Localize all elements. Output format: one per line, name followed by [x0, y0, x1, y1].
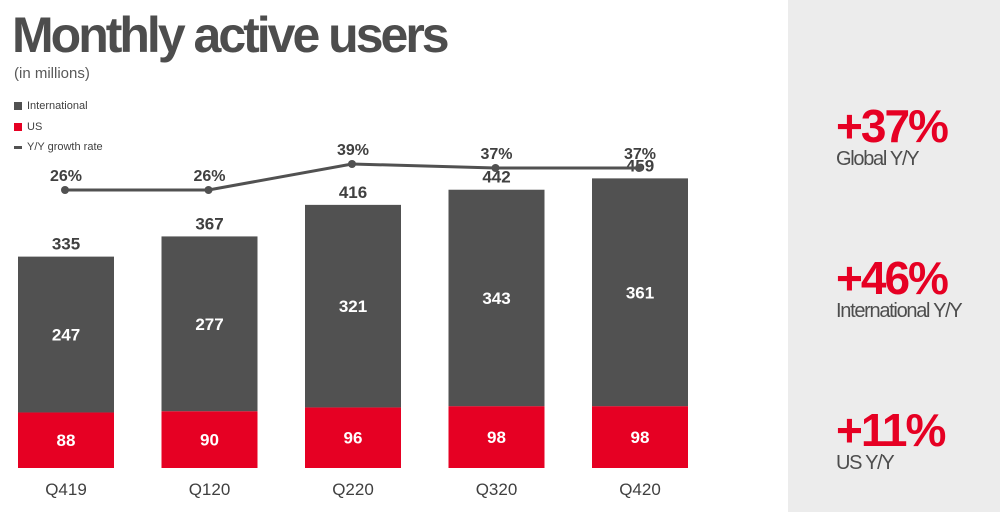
bar-us-Q419	[18, 412, 114, 468]
growth-label-Q420: 37%	[624, 146, 656, 163]
growth-label-Q419: 26%	[50, 168, 82, 185]
kpi-us-value: +11%	[836, 404, 946, 456]
chart-legend: International US Y/Y growth rate	[14, 96, 103, 158]
kpi-global-label: Global Y/Y	[836, 148, 920, 170]
label-international-Q120: 277	[195, 315, 223, 334]
growth-label-Q120: 26%	[193, 168, 225, 185]
kpi-us: +11% US Y/Y	[836, 404, 946, 474]
kpi-global: +37% Global Y/Y	[836, 100, 949, 170]
bar-international-Q420	[592, 178, 688, 407]
label-us-Q320: 98	[487, 428, 506, 447]
chart-subtitle: (in millions)	[14, 65, 90, 82]
growth-point-Q220	[348, 160, 356, 168]
legend-label-growth: Y/Y growth rate	[27, 141, 103, 154]
bar-international-Q120	[161, 236, 258, 412]
kpi-international-label: International Y/Y	[836, 300, 963, 322]
growth-point-Q420	[635, 164, 643, 172]
tick-label-Q419: Q419	[45, 480, 87, 499]
legend-item-international: International	[14, 96, 103, 117]
label-international-Q419: 247	[52, 326, 80, 345]
label-us-Q220: 96	[344, 429, 363, 448]
bar-us-Q120	[161, 411, 258, 468]
chart-title: Monthly active users	[12, 7, 450, 63]
label-total-Q320: 442	[482, 168, 510, 187]
growth-point-Q120	[204, 186, 213, 194]
mau-chart: 88 247 335 Q419 90 277 367 Q120 96 321 416 Q220 98 34…	[18, 142, 688, 499]
label-total-Q419: 335	[52, 235, 80, 254]
kpi-sidebar: +37% Global Y/Y +46% International Y/Y +…	[788, 0, 1000, 512]
legend-swatch-us	[14, 122, 22, 131]
tick-label-Q120: Q120	[189, 480, 231, 499]
bar-international-Q419	[18, 256, 114, 413]
label-us-Q419: 88	[57, 431, 76, 450]
legend-swatch-growth	[14, 145, 22, 149]
bar-us-Q220	[305, 407, 401, 468]
tick-label-Q320: Q320	[476, 480, 518, 499]
label-international-Q320: 343	[482, 289, 510, 308]
growth-point-Q320	[491, 164, 500, 172]
bar-international-Q320	[448, 189, 545, 407]
growth-label-Q220: 39%	[337, 142, 369, 159]
label-international-Q420: 361	[626, 283, 654, 302]
legend-label-us: US	[27, 120, 43, 133]
kpi-us-label: US Y/Y	[836, 452, 895, 474]
legend-item-growth: Y/Y growth rate	[14, 137, 103, 158]
growth-point-Q419	[61, 186, 69, 194]
tick-label-Q220: Q220	[332, 480, 374, 499]
growth-label-Q320: 37%	[480, 146, 512, 163]
label-us-Q420: 98	[631, 428, 650, 447]
legend-item-us: US	[14, 117, 103, 138]
label-total-Q120: 367	[195, 214, 223, 233]
kpi-global-value: +37%	[836, 100, 949, 152]
bar-us-Q420	[592, 406, 688, 468]
bar-international-Q220	[305, 204, 401, 408]
label-international-Q220: 321	[339, 297, 367, 316]
legend-swatch-international	[14, 102, 22, 111]
tick-label-Q420: Q420	[619, 480, 661, 499]
label-us-Q120: 90	[200, 431, 219, 450]
label-total-Q220: 416	[339, 183, 367, 202]
kpi-international-value: +46%	[836, 252, 949, 304]
kpi-international: +46% International Y/Y	[836, 252, 963, 322]
legend-label-international: International	[27, 100, 88, 113]
bar-us-Q320	[448, 406, 545, 468]
